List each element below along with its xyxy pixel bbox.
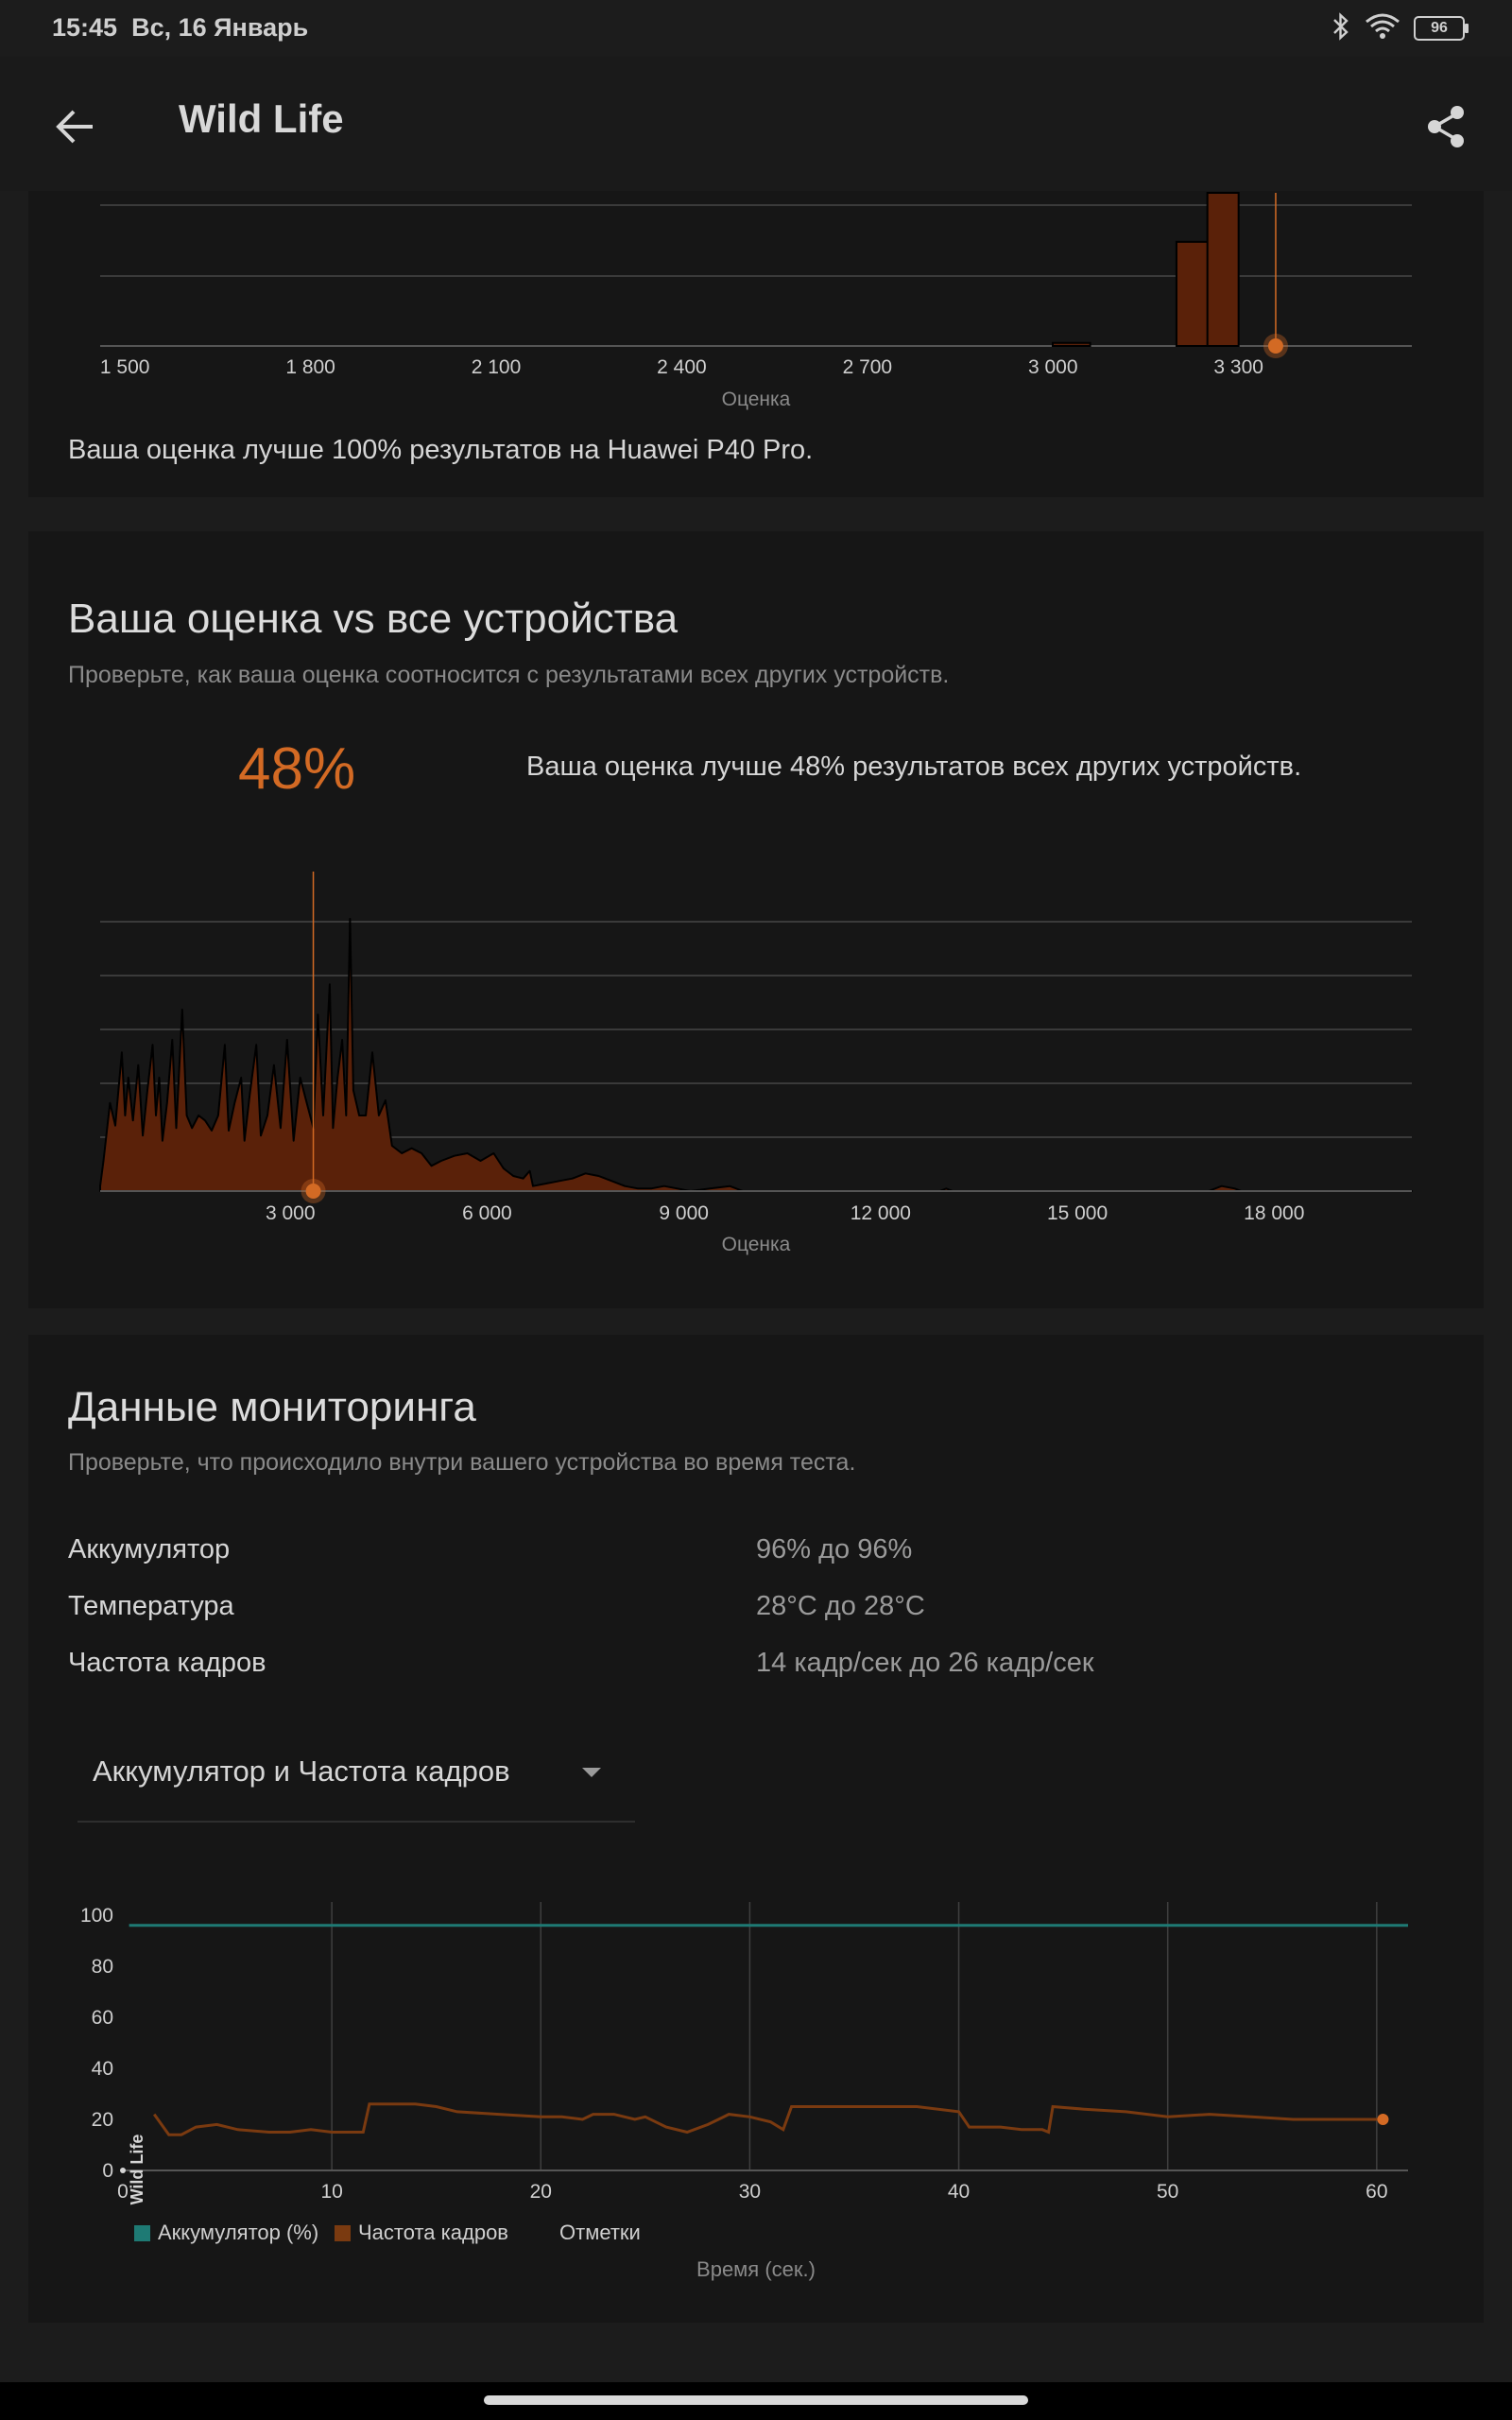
x-tick-label: 0 (117, 2181, 129, 2203)
status-clock: 15:45 (52, 13, 118, 42)
legend-framerate: Частота кадров (335, 2221, 508, 2245)
legend-label: Отметки (559, 2221, 641, 2244)
x-tick-label: 2 400 (657, 356, 707, 378)
legend-label: Частота кадров (358, 2221, 508, 2244)
section-subtitle: Проверьте, как ваша оценка соотносится с… (68, 662, 950, 688)
monitor-value-framerate: 14 кадр/сек до 26 кадр/сек (756, 1648, 1094, 1678)
x-tick-label: 30 (739, 2181, 761, 2203)
status-date: Вс, 16 Январь (131, 13, 309, 42)
section-title: Ваша оценка vs все устройства (68, 596, 679, 642)
bluetooth-icon (1331, 11, 1351, 45)
monitor-label-framerate: Частота кадров (68, 1648, 266, 1678)
status-time: 15:45 Вс, 16 Январь (52, 13, 308, 43)
y-tick-label: 0 (102, 2160, 113, 2182)
x-axis-title: Оценка (722, 389, 791, 410)
x-tick-label: 15 000 (1047, 1202, 1108, 1224)
histogram-bar (1175, 240, 1209, 348)
y-tick-label: 40 (92, 2058, 113, 2080)
monitor-value-battery: 96% до 96% (756, 1534, 913, 1564)
x-tick-label: 9 000 (659, 1202, 709, 1224)
wifi-icon (1365, 12, 1400, 45)
x-tick-label: 3 000 (266, 1202, 316, 1224)
device-histogram-card (28, 191, 1484, 497)
framerate-series-line (152, 2102, 1383, 2136)
legend-battery: Аккумулятор (%) (134, 2221, 318, 2245)
percentile-description: Ваша оценка лучше 48% результатов всех д… (526, 752, 1302, 782)
x-tick-label: 20 (530, 2181, 552, 2203)
x-tick-label: 3 000 (1028, 356, 1078, 378)
x-axis-title: Оценка (722, 1234, 791, 1255)
x-tick-label: 40 (948, 2181, 970, 2203)
distribution-area (99, 918, 1413, 1192)
x-tick-label: 50 (1157, 2181, 1178, 2203)
x-tick-label: 10 (320, 2181, 342, 2203)
legend-swatch (134, 2224, 150, 2241)
status-icons: 96 (1331, 11, 1469, 45)
y-tick-label: 100 (80, 1905, 113, 1927)
chart-type-dropdown[interactable]: Аккумулятор и Частота кадров (77, 1739, 635, 1823)
x-tick-label: 12 000 (850, 1202, 911, 1224)
y-tick-label: 80 (92, 1956, 113, 1978)
y-tick-label: 60 (92, 2007, 113, 2029)
app-bar: Wild Life (0, 57, 1512, 191)
monitoring-line-chart: 0 10 20 30 40 50 60 0 20 40 60 80 100 Wild Life (80, 1902, 1408, 2205)
page-title: Wild Life (179, 96, 344, 141)
x-tick-label: 18 000 (1244, 1202, 1304, 1224)
status-bar: 15:45 Вс, 16 Январь 96 (0, 0, 1512, 57)
marker-annotation: Wild Life (128, 2135, 146, 2205)
y-tick-label: 20 (92, 2109, 113, 2131)
x-axis-title: Время (сек.) (696, 2257, 816, 2281)
monitor-label-battery: Аккумулятор (68, 1534, 231, 1564)
monitoring-card (28, 1335, 1484, 2323)
legend-label: Аккумулятор (%) (158, 2221, 319, 2244)
arrow-left-icon (56, 110, 93, 144)
dropdown-selected-value: Аккумулятор и Частота кадров (93, 1754, 510, 1788)
series-end-marker (1377, 2114, 1389, 2125)
score-marker-dot (305, 1184, 321, 1199)
monitor-value-temperature: 28°C до 28°C (756, 1591, 925, 1621)
navigation-bar (0, 2382, 1512, 2420)
histogram-bar (1206, 192, 1240, 347)
back-button[interactable] (47, 98, 104, 155)
device-comparison-text: Ваша оценка лучше 100% результатов на Hu… (68, 435, 814, 465)
histogram-bar (1052, 341, 1091, 347)
section-title: Данные мониторинга (68, 1384, 476, 1430)
battery-icon: 96 (1414, 16, 1469, 41)
device-histogram-chart: 1 500 1 800 2 100 2 400 2 700 3 000 3 300 Оцен… (100, 192, 1412, 410)
x-tick-label: 3 300 (1213, 356, 1263, 378)
share-icon (1428, 106, 1464, 147)
chevron-down-icon (582, 1768, 601, 1777)
percentile-value: 48% (238, 736, 356, 802)
home-gesture-handle[interactable] (484, 2395, 1028, 2405)
section-subtitle: Проверьте, что происходило внутри вашего… (68, 1449, 856, 1476)
x-tick-label: 1 800 (285, 356, 335, 378)
x-tick-label: 60 (1366, 2181, 1387, 2203)
legend-swatch (536, 2224, 552, 2241)
monitor-label-temperature: Температура (68, 1591, 234, 1621)
x-tick-label: 2 700 (843, 356, 893, 378)
x-tick-label: 2 100 (472, 356, 522, 378)
x-tick-label: 6 000 (462, 1202, 512, 1224)
all-devices-distribution-chart: 3 000 6 000 9 000 12 000 15 000 18 000 Оценка (99, 872, 1413, 1255)
share-button[interactable] (1418, 98, 1474, 155)
legend-markers: Отметки (536, 2221, 641, 2245)
x-tick-label: 1 500 (100, 356, 150, 378)
origin-dot (120, 2168, 126, 2173)
score-marker-dot (1267, 338, 1283, 354)
legend-swatch (335, 2224, 351, 2241)
